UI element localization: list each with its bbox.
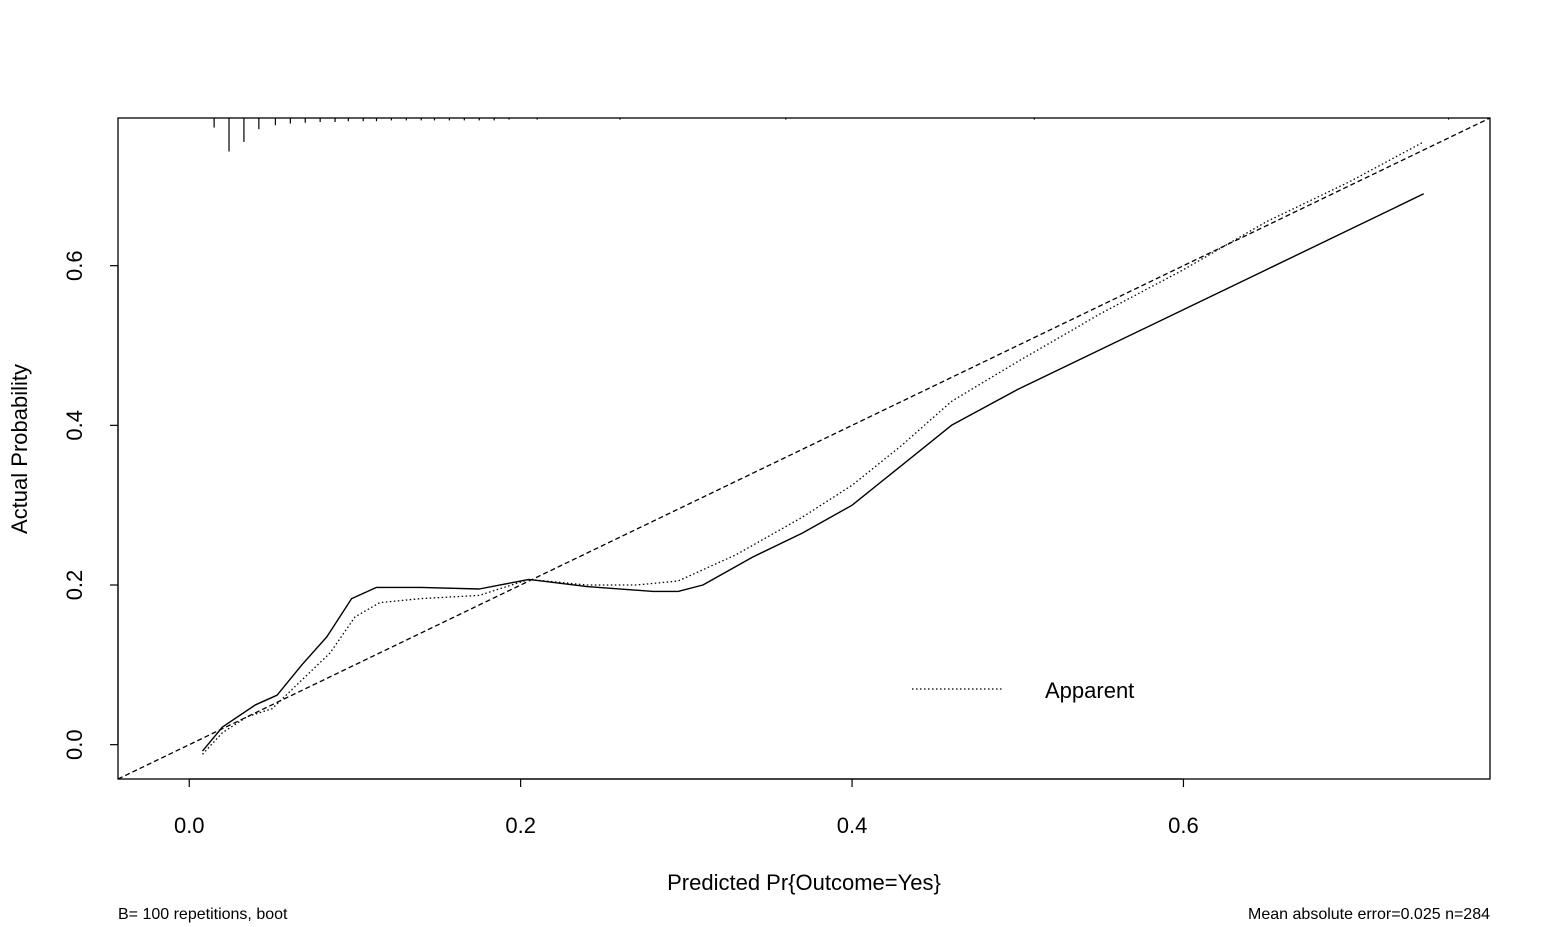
- x-axis-title: Predicted Pr{Outcome=Yes}: [667, 870, 941, 895]
- y-tick-label: 0.0: [62, 729, 87, 760]
- y-tick-label: 0.2: [62, 570, 87, 601]
- x-tick-label: 0.4: [837, 813, 868, 838]
- x-tick-label: 0.0: [174, 813, 205, 838]
- rug-layer: [213, 118, 1450, 152]
- footnote-left: B= 100 repetitions, boot: [118, 906, 288, 923]
- footnote-right: Mean absolute error=0.025 n=284: [1248, 906, 1490, 923]
- legend-label-apparent: Apparent: [1045, 678, 1134, 703]
- x-tick-label: 0.6: [1168, 813, 1199, 838]
- bias-corrected-curve: [201, 193, 1425, 752]
- ideal-line: [117, 117, 1491, 780]
- y-tick-label: 0.4: [62, 410, 87, 441]
- legend: Apparent: [912, 678, 1134, 703]
- x-axis: 0.0 0.2 0.4 0.6: [174, 778, 1199, 838]
- ideal-line-layer: [117, 117, 1491, 780]
- y-tick-label: 0.6: [62, 250, 87, 281]
- series-layer: [201, 141, 1425, 755]
- y-axis-title: Actual Probability: [7, 364, 32, 534]
- y-axis: 0.0 0.2 0.4 0.6: [62, 250, 119, 760]
- apparent-curve: [202, 141, 1425, 755]
- x-tick-label: 0.2: [505, 813, 536, 838]
